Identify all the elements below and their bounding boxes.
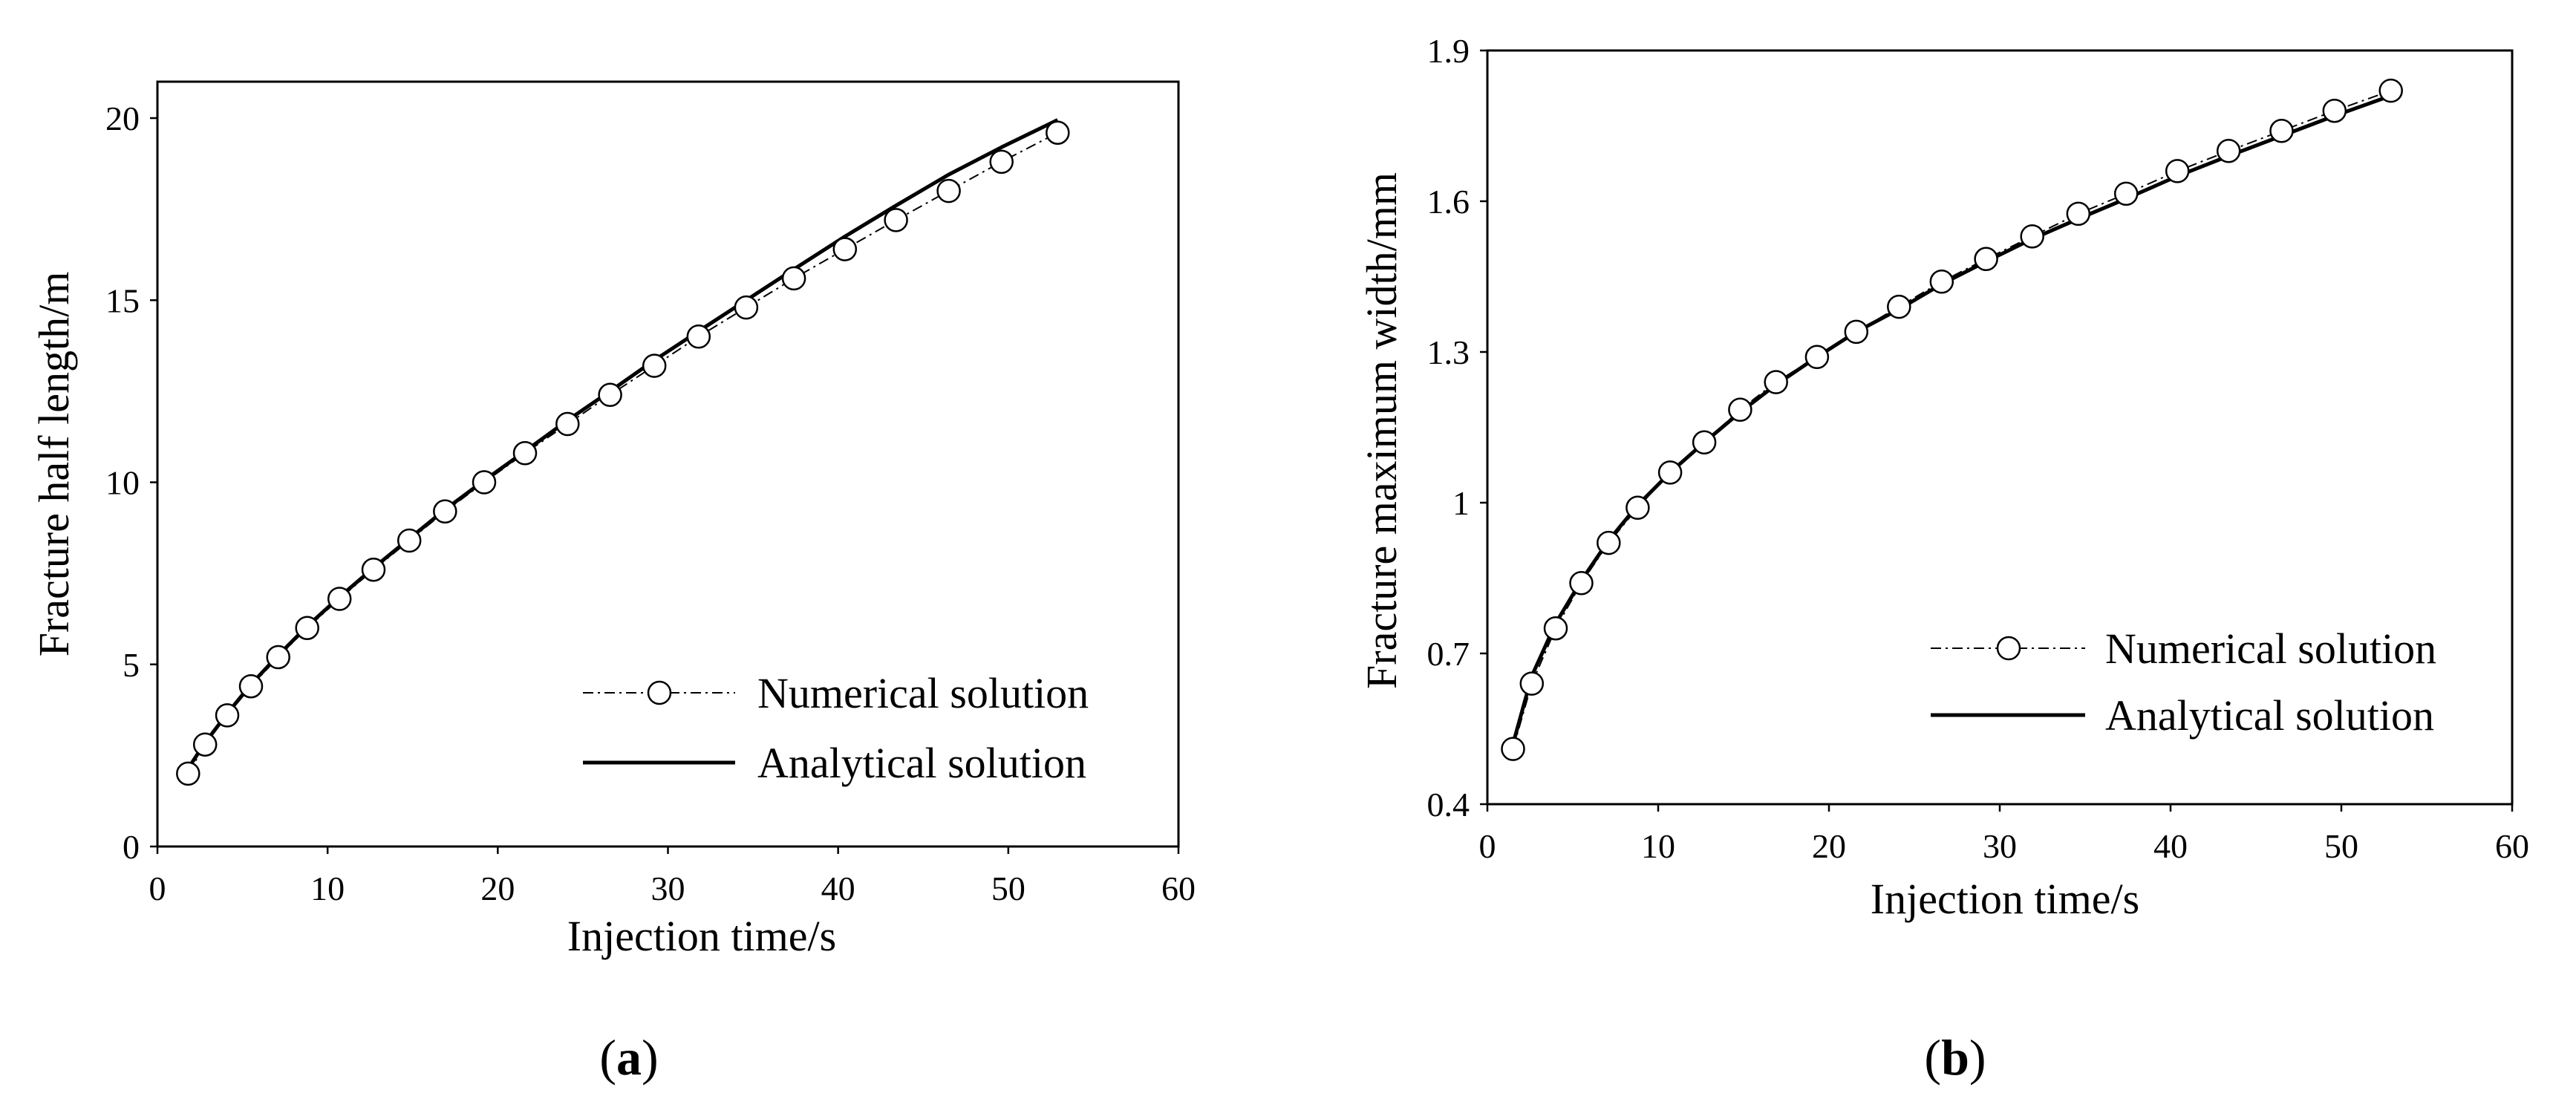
numerical-solution-point: [472, 470, 497, 495]
numerical-solution-point: [1804, 345, 1830, 370]
x-tick-label: 40: [821, 870, 855, 907]
numerical-solution-point: [327, 587, 352, 611]
x-tick-label: 50: [991, 870, 1025, 907]
numerical-solution-point: [361, 557, 386, 582]
numerical-solution-point: [1728, 397, 1752, 423]
panel-label-b: (b): [1924, 1029, 1986, 1086]
x-tick-labels-a: 0 10 20 30 40 50 60: [149, 846, 1196, 907]
numerical-solution-point: [884, 208, 908, 232]
y-tick-label: 0.4: [1427, 786, 1470, 823]
x-tick-label: 0: [149, 870, 166, 907]
y-axis-title-b: Fracture maximum width/mm: [1357, 172, 1406, 689]
numerical-solution-point: [295, 616, 319, 640]
y-tick-label: 15: [105, 281, 140, 319]
numerical-solution-point: [215, 703, 240, 728]
legend-label-numerical-a: Numerical solution: [757, 669, 1089, 717]
numerical-solution-point: [1626, 495, 1650, 521]
numerical-solution-point: [1519, 671, 1545, 696]
x-tick-label: 40: [2153, 827, 2188, 865]
x-tick-labels-b: 0 10 20 30 40 50 60: [1479, 804, 2529, 865]
x-tick-label: 10: [1641, 827, 1675, 865]
numerical-solution-point: [2216, 139, 2241, 163]
legend-label-analytical-a: Analytical solution: [757, 739, 1086, 787]
series-group-b: [1501, 78, 2403, 761]
numerical-solution-point: [2165, 159, 2190, 183]
numerical-solution-point: [936, 178, 961, 203]
series-group-a: [176, 118, 1070, 786]
numerical-solution-point: [832, 237, 858, 261]
x-tick-label: 30: [1983, 827, 2017, 865]
numerical-solution-point: [642, 353, 667, 378]
y-tick-label: 20: [105, 99, 140, 137]
numerical-solution-point: [1569, 571, 1594, 596]
x-axis-title-b: Injection time/s: [1871, 875, 2139, 923]
numerical-solution-point: [2378, 78, 2403, 103]
numerical-solution-point: [1657, 460, 1683, 485]
x-tick-label: 60: [2495, 827, 2529, 865]
y-tick-label: 1.9: [1427, 32, 1470, 70]
numerical-solution-point: [238, 673, 264, 699]
numerical-solution-point: [734, 295, 759, 320]
x-axis-title-a: Injection time/s: [567, 912, 836, 960]
x-tick-label: 50: [2324, 827, 2358, 865]
numerical-solution-point: [176, 761, 200, 786]
numerical-solution-point: [1929, 270, 1954, 294]
numerical-solution-point: [989, 149, 1014, 174]
numerical-solution-point: [1887, 294, 1911, 319]
y-tick-label: 1.6: [1427, 183, 1470, 221]
numerical-solution-point: [1597, 530, 1621, 555]
numerical-solution-point: [781, 266, 806, 291]
numerical-solution-point: [192, 732, 218, 757]
numerical-solution-point: [598, 382, 622, 408]
numerical-solution-point: [266, 645, 290, 670]
numerical-solution-point: [1764, 370, 1788, 394]
numerical-solution-point: [1501, 737, 1525, 761]
y-tick-label: 1: [1452, 484, 1470, 522]
numerical-solution-point: [397, 528, 422, 553]
panel-label-a: (a): [599, 1029, 658, 1086]
x-tick-label: 60: [1161, 870, 1196, 907]
numerical-solution-point: [555, 411, 580, 437]
x-tick-label: 0: [1479, 827, 1496, 865]
y-tick-label: 0: [123, 828, 140, 866]
x-tick-label: 20: [480, 870, 515, 907]
x-tick-label: 10: [310, 870, 345, 907]
legend-a: Numerical solution Analytical solution: [583, 669, 1089, 787]
y-tick-labels-b: 0.4 0.7 1 1.3 1.6 1.9: [1427, 32, 1487, 823]
numerical-solution-point: [2066, 201, 2091, 226]
legend-label-analytical-b: Analytical solution: [2105, 691, 2434, 740]
numerical-solution-point: [1046, 120, 1070, 145]
numerical-solution-point: [686, 324, 711, 349]
y-axis-title-a: Fracture half length/m: [30, 272, 78, 657]
numerical-solution-point: [2322, 98, 2347, 123]
numerical-solution-point: [512, 441, 538, 466]
chart-panel-b: 0.4 0.7 1 1.3 1.6 1.9 0 10 20 30 40 50 60 Injection…: [1357, 32, 2529, 1086]
numerical-solution-point: [433, 499, 457, 524]
x-tick-label: 20: [1812, 827, 1846, 865]
numerical-solution-point: [1543, 616, 1568, 641]
y-tick-label: 0.7: [1427, 635, 1470, 673]
numerical-solution-point: [1692, 430, 1717, 455]
y-tick-label: 10: [105, 464, 140, 502]
plot-frame-a: [156, 80, 1180, 848]
numerical-solution-line: [1512, 90, 2392, 749]
x-tick-label: 30: [651, 870, 685, 907]
legend-label-numerical-b: Numerical solution: [2105, 624, 2436, 673]
y-tick-labels-a: 0 5 10 15 20: [105, 99, 157, 866]
numerical-solution-point: [2020, 224, 2044, 249]
numerical-solution-point: [1844, 319, 1869, 345]
legend-b: Numerical solution Analytical solution: [1931, 624, 2436, 740]
legend-marker-numerical-b: [1996, 636, 2021, 661]
y-tick-label: 1.3: [1427, 333, 1470, 371]
legend-marker-numerical-a: [647, 680, 672, 705]
numerical-solution-point: [2113, 181, 2139, 206]
numerical-solution-point: [2269, 119, 2294, 143]
y-tick-label: 5: [123, 646, 140, 684]
numerical-solution-point: [1974, 247, 1998, 272]
